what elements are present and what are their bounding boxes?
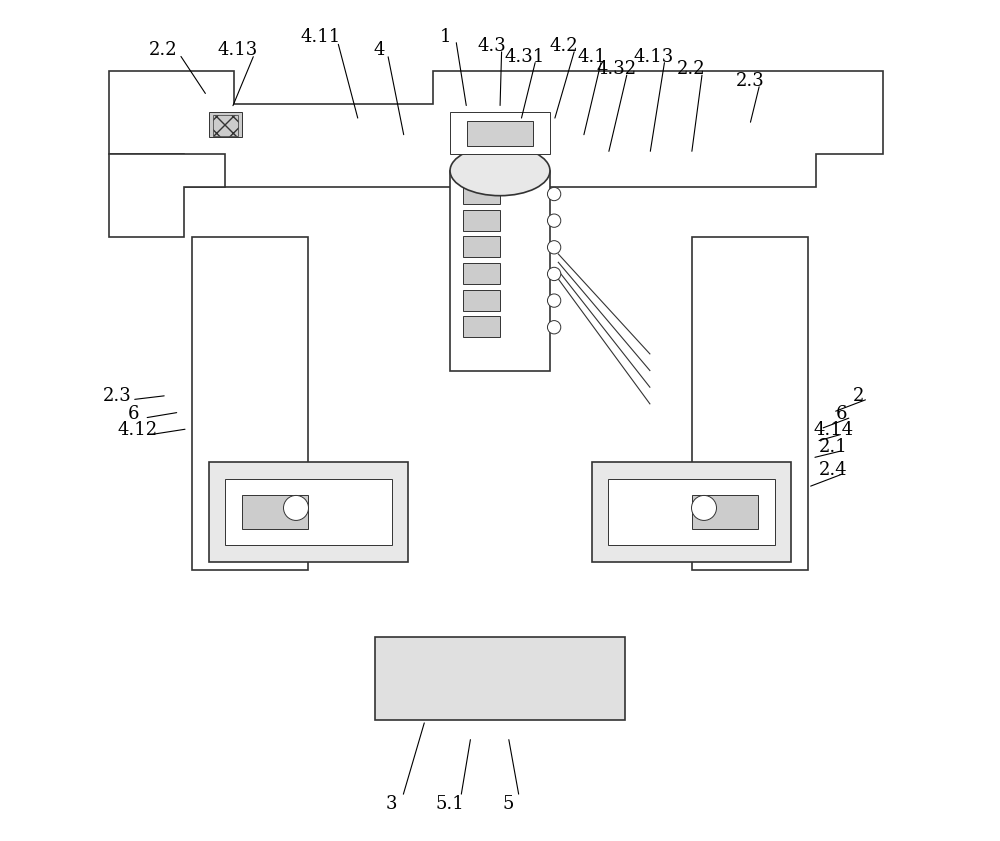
Text: 4.13: 4.13 [634, 48, 674, 66]
Text: 4.2: 4.2 [550, 37, 578, 55]
Text: 4.14: 4.14 [813, 421, 853, 440]
Bar [213, 115, 238, 135]
Bar [692, 237, 808, 570]
Bar [463, 316, 500, 337]
Bar [450, 113, 550, 154]
Text: 4.31: 4.31 [505, 48, 545, 66]
Text: 2.4: 2.4 [819, 462, 847, 479]
Text: 4.32: 4.32 [597, 60, 637, 78]
Polygon shape [109, 71, 225, 154]
Polygon shape [109, 188, 192, 604]
Polygon shape [475, 653, 525, 770]
Text: 4.11: 4.11 [301, 29, 341, 46]
Bar [463, 263, 500, 284]
Text: 1: 1 [440, 29, 452, 46]
Text: 4.12: 4.12 [118, 421, 158, 440]
Bar [209, 113, 242, 137]
Circle shape [547, 241, 561, 254]
Polygon shape [567, 621, 833, 687]
Text: 2.2: 2.2 [148, 41, 177, 59]
Polygon shape [109, 288, 167, 420]
Bar [225, 479, 392, 546]
Ellipse shape [450, 145, 550, 196]
Bar [463, 183, 500, 204]
Polygon shape [109, 154, 225, 237]
Circle shape [547, 294, 561, 307]
Text: 5: 5 [503, 795, 514, 812]
Text: 4.13: 4.13 [218, 41, 258, 59]
Polygon shape [400, 113, 600, 437]
Polygon shape [463, 378, 537, 712]
Polygon shape [109, 171, 184, 237]
Text: 6: 6 [836, 405, 847, 423]
Text: 4.3: 4.3 [477, 37, 506, 55]
Bar [608, 479, 775, 546]
Text: 6: 6 [128, 405, 139, 423]
Text: 5.1: 5.1 [436, 795, 464, 812]
Bar [692, 495, 758, 529]
Polygon shape [833, 288, 891, 420]
Bar [463, 290, 500, 310]
Polygon shape [167, 487, 308, 604]
Bar [463, 210, 500, 230]
Bar [209, 463, 408, 562]
Polygon shape [167, 621, 433, 687]
Polygon shape [442, 154, 558, 378]
Text: 3: 3 [386, 795, 398, 812]
Polygon shape [109, 71, 883, 188]
Circle shape [547, 320, 561, 334]
Polygon shape [583, 587, 833, 670]
Circle shape [284, 495, 308, 521]
Polygon shape [167, 587, 417, 670]
Text: 2.3: 2.3 [735, 71, 764, 90]
Bar [209, 113, 242, 137]
Circle shape [547, 214, 561, 227]
Circle shape [547, 267, 561, 281]
Text: 2.1: 2.1 [819, 438, 847, 456]
Text: 4.1: 4.1 [577, 48, 606, 66]
Polygon shape [109, 71, 225, 188]
Bar [242, 495, 308, 529]
Bar [463, 236, 500, 257]
Text: 2.3: 2.3 [103, 387, 131, 405]
Polygon shape [808, 188, 891, 604]
Text: 2: 2 [852, 387, 864, 405]
Bar [592, 463, 791, 562]
Text: 2.2: 2.2 [677, 60, 706, 78]
Bar [192, 237, 308, 570]
Polygon shape [692, 487, 833, 604]
Polygon shape [225, 71, 883, 154]
Circle shape [547, 188, 561, 201]
Bar [375, 637, 625, 720]
Circle shape [692, 495, 716, 521]
Polygon shape [450, 171, 550, 371]
Bar [467, 121, 533, 145]
Text: 4: 4 [374, 41, 385, 59]
